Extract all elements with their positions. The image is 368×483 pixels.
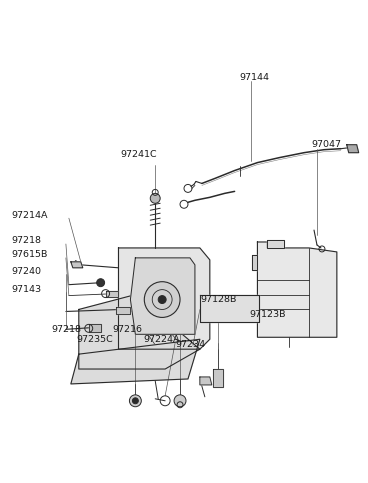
Polygon shape [258, 242, 337, 337]
Polygon shape [89, 325, 100, 332]
Text: 97144: 97144 [240, 73, 270, 82]
Text: 97235C: 97235C [77, 335, 114, 344]
Polygon shape [106, 291, 118, 297]
Circle shape [158, 296, 166, 303]
Polygon shape [347, 145, 359, 153]
Circle shape [144, 282, 180, 317]
Circle shape [132, 398, 138, 404]
Polygon shape [71, 262, 83, 268]
Text: 97216: 97216 [113, 325, 142, 334]
Polygon shape [71, 339, 200, 384]
Circle shape [130, 395, 141, 407]
Polygon shape [268, 240, 284, 248]
Circle shape [174, 395, 186, 407]
Polygon shape [130, 258, 195, 334]
Text: 97218: 97218 [51, 325, 81, 334]
Text: 97615B: 97615B [11, 250, 48, 259]
Circle shape [150, 193, 160, 203]
Polygon shape [79, 295, 200, 369]
Polygon shape [252, 255, 258, 270]
Text: 97123B: 97123B [250, 310, 286, 319]
Text: 97241C: 97241C [120, 150, 157, 159]
Polygon shape [118, 248, 210, 349]
Polygon shape [116, 307, 130, 314]
Text: 97128B: 97128B [201, 295, 237, 304]
Text: 97143: 97143 [11, 285, 42, 294]
Text: 97047: 97047 [311, 140, 341, 149]
Text: 97218: 97218 [11, 236, 41, 244]
Polygon shape [200, 295, 259, 322]
Text: 97214A: 97214A [11, 211, 48, 220]
Circle shape [97, 279, 105, 286]
Polygon shape [213, 369, 223, 387]
Text: 97234: 97234 [175, 340, 205, 349]
Text: 97224A: 97224A [143, 335, 180, 344]
Text: 97240: 97240 [11, 267, 41, 276]
Polygon shape [200, 377, 212, 385]
